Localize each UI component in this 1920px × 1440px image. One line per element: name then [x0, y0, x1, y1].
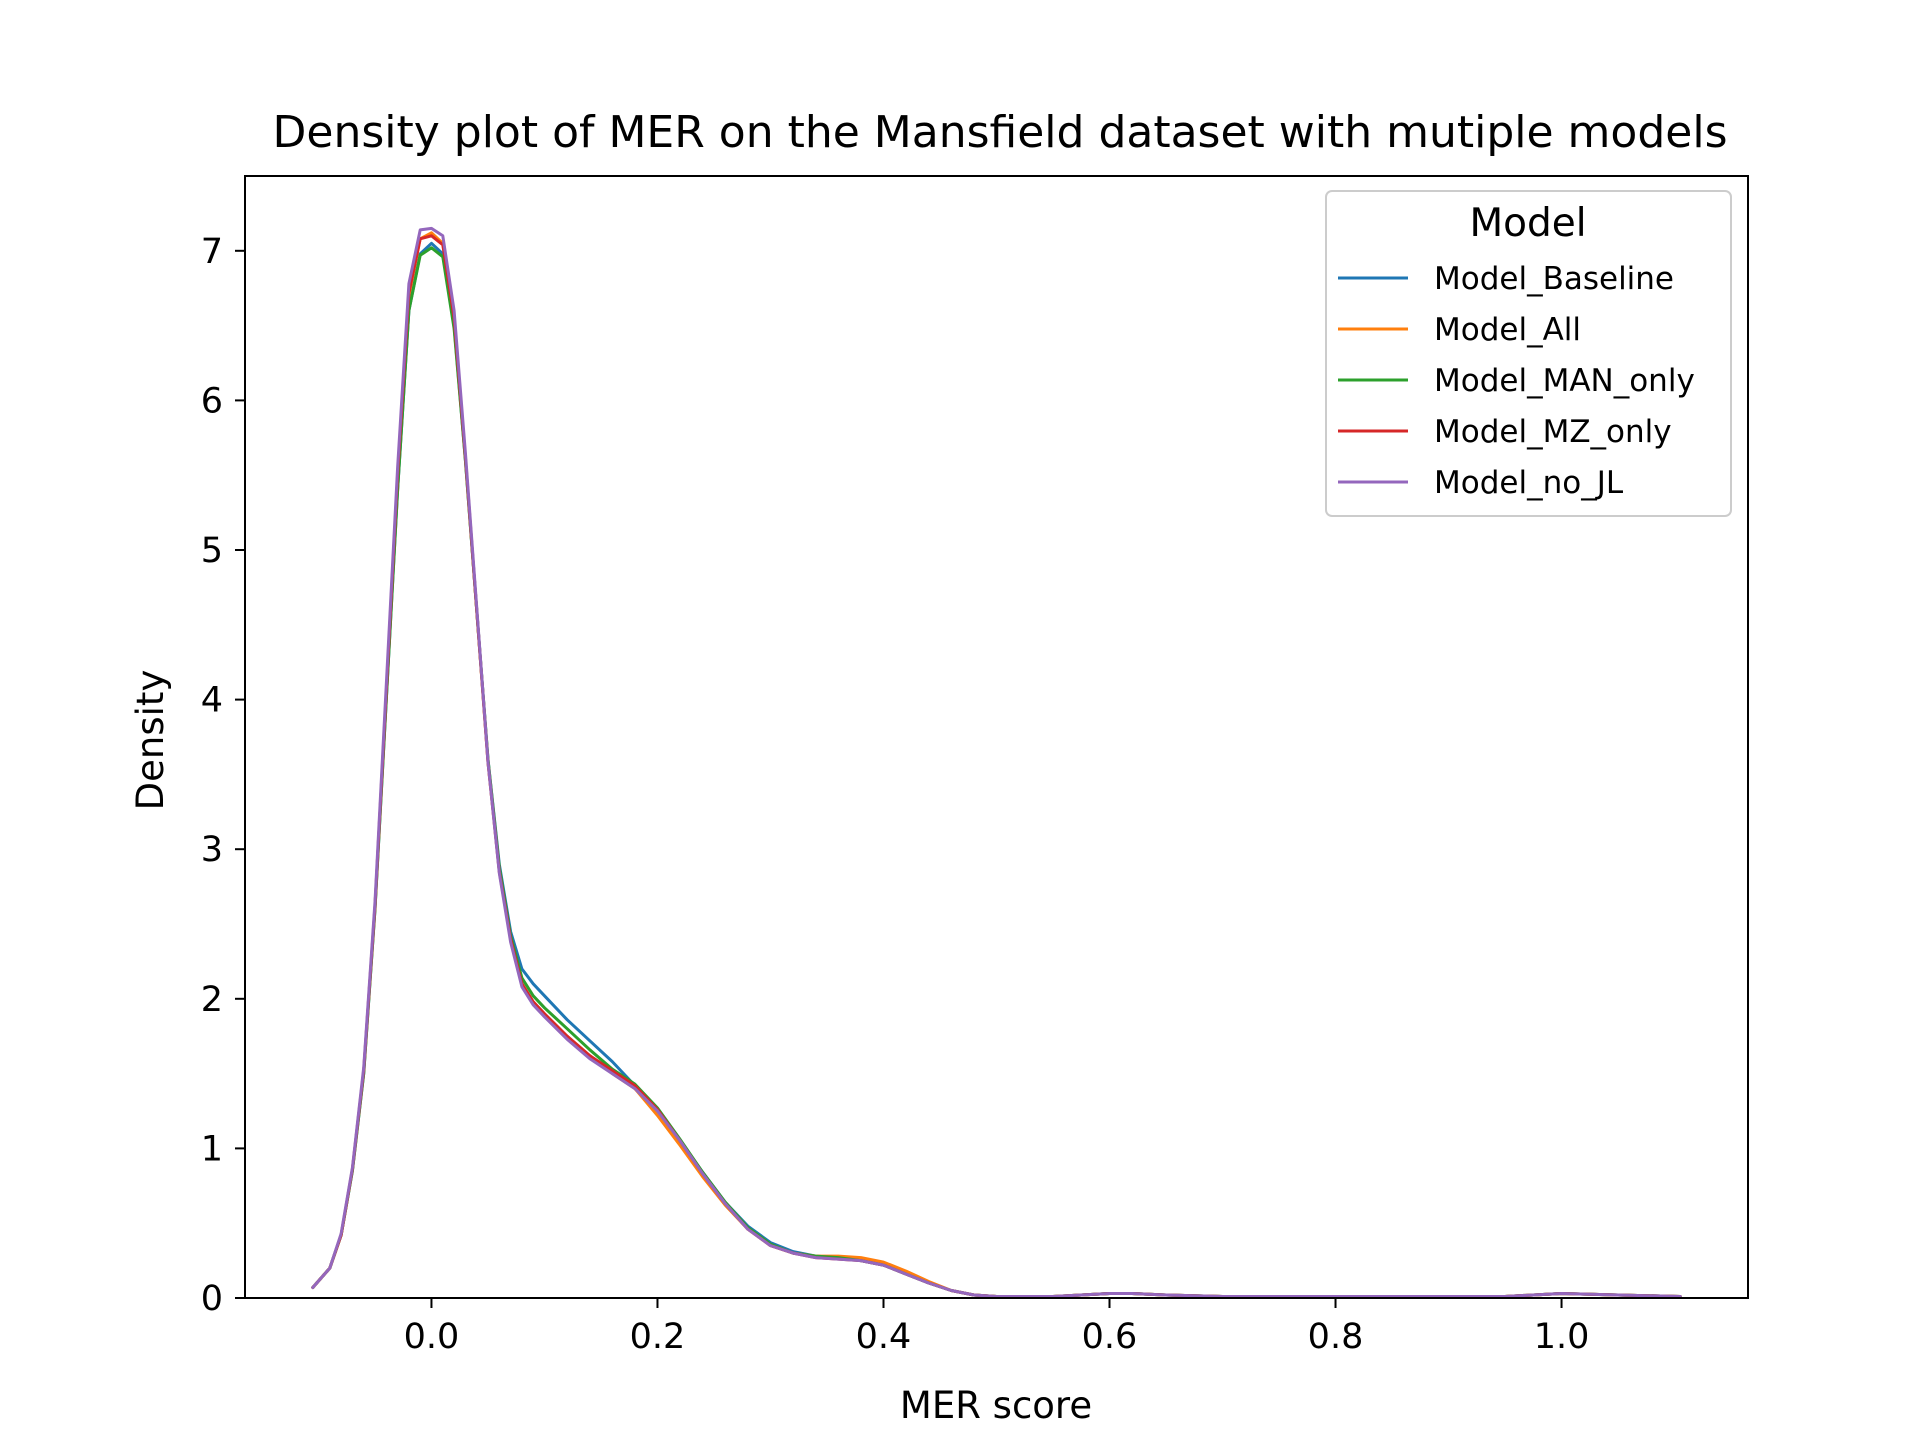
x-tick-label: 0.6	[1082, 1317, 1138, 1357]
legend-label: Model_MZ_only	[1434, 414, 1672, 450]
legend-title: Model	[1469, 201, 1586, 246]
plot-frame	[244, 175, 1749, 1299]
y-tick-label: 3	[201, 830, 223, 870]
series-layer	[311, 226, 1682, 1298]
y-tick-label: 0	[201, 1279, 223, 1319]
y-tick-label: 2	[201, 980, 223, 1020]
chart-title: Density plot of MER on the Mansfield dat…	[273, 107, 1728, 158]
x-axis-label: MER score	[900, 1384, 1092, 1427]
x-axis-ticks: 0.0 0.2 0.4 0.6 0.8 1.0	[404, 1298, 1590, 1357]
y-tick-label: 1	[201, 1129, 223, 1169]
x-tick-label: 1.0	[1534, 1317, 1590, 1357]
y-tick-label: 6	[201, 381, 223, 421]
legend-label: Model_All	[1434, 312, 1581, 348]
legend-label: Model_no_JL	[1434, 465, 1624, 501]
legend-box	[1325, 190, 1732, 517]
y-axis-label: Density	[129, 670, 172, 811]
y-tick-label: 7	[201, 232, 223, 272]
legend-items: Model_Baseline Model_All Model_MAN_only Mod…	[1338, 261, 1695, 501]
x-tick-label: 0.0	[404, 1317, 460, 1357]
legend-label: Model_Baseline	[1434, 261, 1674, 297]
y-tick-label: 4	[201, 681, 223, 721]
x-tick-label: 0.2	[630, 1317, 686, 1357]
y-axis-ticks: 0 1 2 3 4 5 6 7	[201, 232, 245, 1319]
legend: Model Model_Baseline Model_All Model_MAN_o…	[1325, 190, 1732, 517]
y-tick-label: 5	[201, 531, 223, 571]
series-line-model-no-jl	[311, 226, 1682, 1298]
x-tick-label: 0.8	[1308, 1317, 1364, 1357]
x-tick-label: 0.4	[856, 1317, 912, 1357]
legend-label: Model_MAN_only	[1434, 363, 1695, 399]
